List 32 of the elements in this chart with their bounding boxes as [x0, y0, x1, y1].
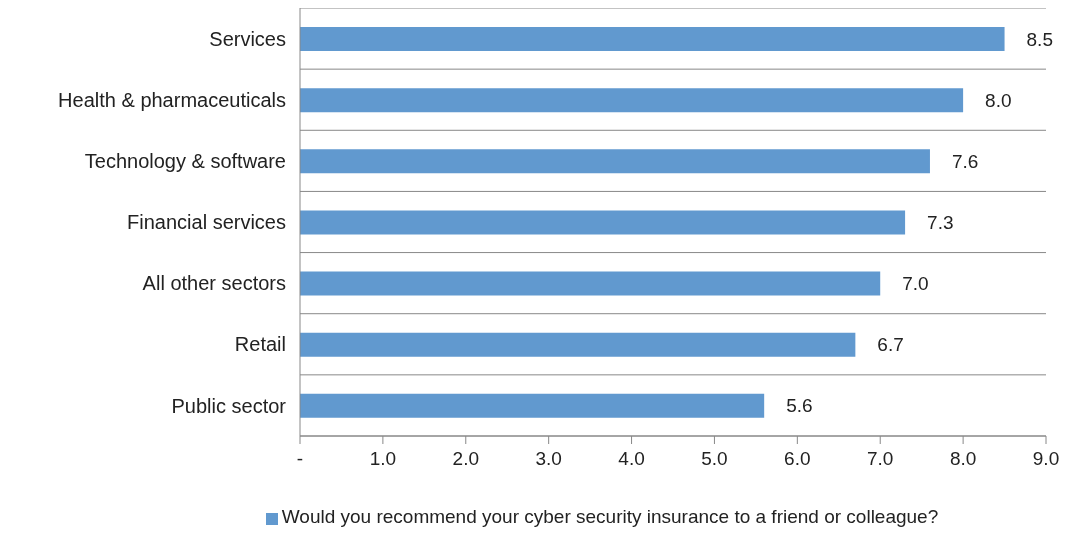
bar: [300, 393, 765, 418]
bar: [300, 88, 964, 113]
data-label: 6.7: [877, 334, 904, 356]
data-label: 8.0: [985, 89, 1012, 111]
data-label: 8.5: [1026, 28, 1053, 50]
y-tick-label: Health & pharmaceuticals: [58, 88, 286, 111]
x-tick-label: 9.0: [1032, 448, 1060, 470]
bar: [300, 271, 881, 296]
x-tick-label: -: [296, 448, 304, 470]
legend-label: Would you recommend your cyber security insurance to a friend or colleague?: [281, 506, 939, 527]
x-tick-label: 5.0: [701, 448, 728, 470]
data-label: 5.6: [786, 395, 813, 417]
bar: [300, 149, 930, 174]
data-label: 7.0: [902, 273, 929, 295]
x-tick-label: 7.0: [867, 448, 894, 470]
x-tick-label: 8.0: [949, 448, 977, 470]
y-tick-label: Public sector: [171, 394, 287, 417]
y-tick-label: Technology & software: [84, 149, 286, 172]
x-tick-label: 4.0: [618, 448, 645, 470]
y-tick-label: Services: [209, 27, 286, 50]
bar: [300, 27, 1005, 51]
y-tick-label: All other sectors: [142, 272, 286, 295]
bar: [300, 210, 906, 235]
x-tick-label: 6.0: [784, 448, 811, 470]
data-label: 7.6: [951, 150, 979, 172]
x-tick-label: 2.0: [452, 448, 479, 470]
x-tick-label: 1.0: [369, 448, 397, 470]
data-label: 7.3: [927, 211, 954, 233]
y-tick-label: Retail: [234, 333, 286, 356]
bar: [300, 332, 856, 357]
x-tick-label: 3.0: [535, 448, 562, 470]
y-tick-label: Financial services: [127, 211, 286, 234]
